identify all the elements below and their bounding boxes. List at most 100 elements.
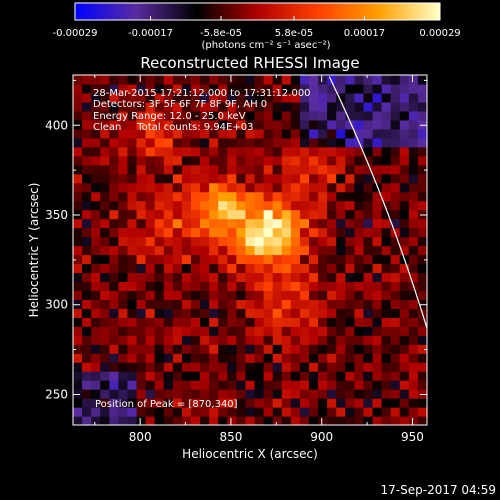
heatmap-cell	[272, 173, 283, 184]
heatmap-cell	[354, 335, 365, 345]
heatmap-cell	[299, 353, 310, 363]
heatmap-cell	[281, 137, 292, 148]
heatmap-cell	[254, 317, 265, 327]
heatmap-cell	[145, 416, 156, 425]
heatmap-cell	[236, 299, 247, 309]
heatmap-cell	[73, 182, 83, 193]
heatmap-cell	[118, 146, 129, 157]
heatmap-cell	[227, 191, 237, 202]
heatmap-cell	[163, 335, 174, 345]
heatmap-cell	[290, 218, 301, 229]
heatmap-cell	[163, 128, 174, 139]
heatmap-cell	[127, 182, 138, 193]
heatmap-cell	[354, 236, 365, 247]
heatmap-cell	[181, 308, 192, 318]
heatmap-cell	[100, 308, 110, 318]
heatmap-cell	[318, 119, 328, 130]
heatmap-cell	[281, 236, 292, 247]
colorbar-tick-label: -5.8e-05	[200, 28, 242, 39]
heatmap-cell	[336, 380, 346, 390]
heatmap-cell	[73, 209, 83, 220]
heatmap-cell	[200, 335, 210, 345]
heatmap-cell	[309, 398, 319, 408]
heatmap-cell	[118, 263, 129, 274]
heatmap-cell	[327, 290, 337, 300]
heatmap-cell	[345, 146, 355, 157]
heatmap-cell	[290, 209, 301, 220]
heatmap-cell	[82, 173, 92, 184]
heatmap-cell	[245, 110, 256, 121]
heatmap-cell	[354, 200, 365, 211]
annotation-detectors: Detectors: 3F 5F 6F 7F 8F 9F, AH 0	[93, 99, 267, 110]
heatmap-cell	[309, 317, 319, 327]
heatmap-cell	[299, 146, 310, 157]
heatmap-cell	[417, 209, 427, 220]
heatmap-cell	[163, 389, 174, 399]
heatmap-cell	[91, 272, 101, 283]
heatmap-cell	[145, 380, 156, 390]
heatmap-cell	[345, 191, 355, 202]
heatmap-cell	[363, 407, 374, 417]
heatmap-cell	[109, 335, 119, 345]
annotation-time: 28-Mar-2015 17:21:12.000 to 17:31:12.000	[93, 88, 311, 99]
heatmap-cell	[245, 155, 256, 166]
heatmap-cell	[390, 227, 401, 238]
heatmap-cell	[73, 362, 83, 372]
heatmap-cell	[363, 83, 374, 94]
heatmap-cell	[100, 254, 110, 265]
heatmap-cell	[118, 335, 129, 345]
heatmap-cell	[236, 75, 247, 85]
heatmap-cell	[172, 362, 183, 372]
heatmap-cell	[118, 200, 129, 211]
heatmap-cell	[290, 92, 301, 103]
heatmap-cell	[372, 110, 383, 121]
heatmap-cell	[191, 362, 201, 372]
heatmap-cell	[345, 101, 355, 112]
heatmap-cell	[345, 290, 355, 300]
heatmap-cell	[236, 272, 247, 283]
heatmap-cell	[290, 263, 301, 274]
heatmap-cell	[145, 245, 156, 256]
heatmap-cell	[163, 299, 174, 309]
heatmap-cell	[91, 191, 101, 202]
heatmap-cell	[91, 254, 101, 265]
heatmap-cell	[281, 308, 292, 318]
heatmap-cell	[236, 155, 247, 166]
heatmap-cell	[109, 317, 119, 327]
heatmap-cell	[245, 272, 256, 283]
heatmap-cell	[236, 164, 247, 175]
heatmap-cell	[299, 200, 310, 211]
heatmap-cell	[318, 371, 328, 381]
heatmap-cell	[109, 119, 119, 130]
heatmap-cell	[290, 362, 301, 372]
heatmap-cell	[345, 164, 355, 175]
heatmap-cell	[73, 353, 83, 363]
heatmap-cell	[372, 155, 383, 166]
heatmap-cell	[163, 290, 174, 300]
heatmap-cell	[73, 164, 83, 175]
heatmap-cell	[200, 272, 210, 283]
heatmap-cell	[118, 380, 129, 390]
heatmap-cell	[118, 344, 129, 354]
heatmap-cell	[263, 209, 274, 220]
heatmap-cell	[336, 92, 346, 103]
heatmap-cell	[227, 209, 237, 220]
heatmap-cell	[227, 200, 237, 211]
heatmap-cell	[390, 308, 401, 318]
heatmap-cell	[100, 281, 110, 291]
heatmap-cell	[399, 227, 410, 238]
heatmap-cell	[172, 308, 183, 318]
heatmap-cell	[318, 398, 328, 408]
heatmap-cell	[181, 209, 192, 220]
heatmap-cell	[163, 308, 174, 318]
heatmap-cell	[354, 92, 365, 103]
heatmap-cell	[245, 227, 256, 238]
heatmap-cell	[408, 407, 419, 417]
plot-frame	[72, 74, 428, 426]
heatmap-cell	[381, 380, 392, 390]
heatmap-cell	[372, 389, 383, 399]
heatmap-cell	[191, 164, 201, 175]
heatmap-cell	[281, 299, 292, 309]
heatmap-cell	[327, 128, 337, 139]
heatmap-cell	[172, 173, 183, 184]
